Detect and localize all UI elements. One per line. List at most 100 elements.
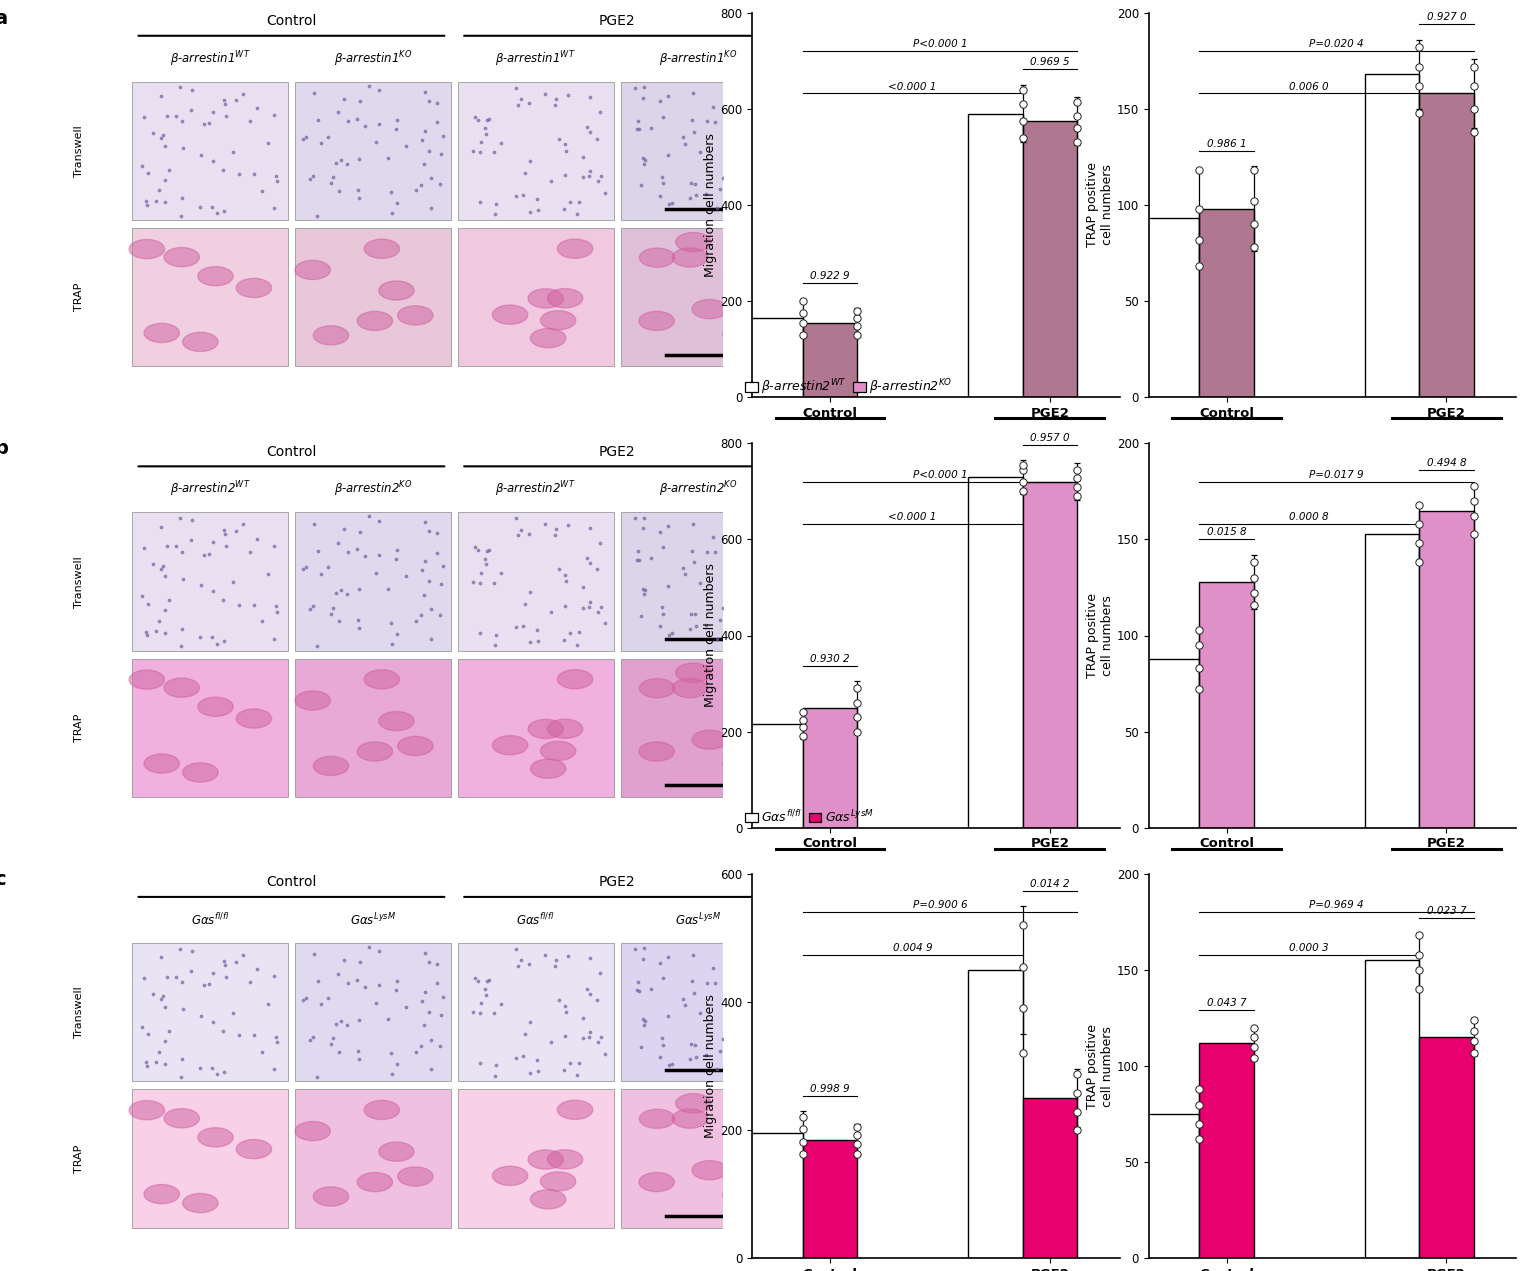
Point (558, 1054, 582, 1074)
Point (558, 623, 582, 643)
FancyBboxPatch shape (296, 228, 451, 366)
Circle shape (357, 1172, 393, 1192)
Point (136, 625, 160, 646)
Point (578, 122, 602, 142)
Point (344, 539, 369, 559)
Point (163, 967, 187, 988)
Circle shape (541, 1172, 576, 1191)
Point (1010, 127, 1035, 147)
Point (168, 1066, 192, 1087)
Point (733, 989, 757, 1009)
Point (328, 1041, 352, 1061)
Point (683, 122, 707, 142)
Point (524, 189, 549, 210)
Point (1407, 925, 1431, 946)
Point (475, 111, 500, 131)
Point (1065, 92, 1090, 112)
Point (474, 554, 498, 574)
Point (483, 1065, 507, 1085)
Point (756, 1026, 780, 1046)
Point (264, 596, 288, 616)
Bar (748, 1134, 803, 1258)
Point (651, 173, 675, 193)
Circle shape (541, 310, 576, 330)
Point (1462, 1031, 1486, 1051)
Point (384, 624, 408, 644)
Point (655, 1007, 680, 1027)
Point (629, 1036, 654, 1056)
FancyBboxPatch shape (457, 512, 614, 651)
Point (1242, 1049, 1266, 1069)
Point (678, 188, 703, 208)
Text: <0.000 1: <0.000 1 (888, 512, 937, 522)
Point (326, 963, 351, 984)
Point (427, 605, 451, 625)
Point (315, 557, 340, 577)
Point (514, 594, 538, 614)
Point (482, 1003, 506, 1023)
Bar (803, 323, 856, 397)
FancyBboxPatch shape (620, 943, 776, 1082)
Point (483, 194, 507, 215)
Point (1065, 477, 1090, 497)
Point (149, 516, 174, 536)
Point (651, 604, 675, 624)
Point (578, 161, 602, 182)
Point (747, 1063, 771, 1083)
Point (325, 153, 349, 173)
Point (553, 571, 578, 591)
Point (425, 974, 450, 994)
Point (168, 206, 192, 226)
Point (212, 1061, 236, 1082)
Point (145, 1052, 169, 1073)
Bar (1199, 208, 1254, 397)
Point (553, 564, 578, 585)
Point (736, 112, 760, 132)
Point (532, 84, 556, 104)
Point (1187, 1079, 1212, 1099)
Point (718, 117, 742, 137)
Circle shape (692, 730, 727, 750)
Point (419, 1030, 443, 1050)
Point (756, 613, 780, 633)
Point (1187, 1129, 1212, 1149)
Bar (1145, 658, 1199, 827)
Point (413, 552, 437, 572)
Bar (803, 1140, 856, 1258)
Point (418, 90, 442, 111)
Point (241, 164, 265, 184)
Point (189, 145, 213, 165)
Point (489, 132, 514, 153)
Circle shape (379, 1143, 415, 1162)
Point (576, 1027, 600, 1047)
Point (1462, 1042, 1486, 1063)
Point (367, 80, 392, 100)
Point (227, 1024, 251, 1045)
Point (733, 127, 757, 147)
Point (469, 563, 494, 583)
Point (844, 1117, 869, 1138)
Point (171, 999, 195, 1019)
Point (411, 585, 436, 605)
Point (680, 513, 704, 534)
Point (518, 1063, 543, 1083)
Point (506, 525, 530, 545)
Point (844, 300, 869, 320)
Point (1065, 1083, 1090, 1103)
Point (213, 966, 238, 986)
Point (384, 1054, 408, 1074)
Point (192, 975, 216, 995)
Point (230, 944, 255, 965)
Point (631, 1009, 655, 1030)
Text: 0.006 0: 0.006 0 (1289, 81, 1329, 92)
Point (130, 586, 154, 606)
Point (544, 89, 568, 109)
Y-axis label: TRAP positive
cell numbers: TRAP positive cell numbers (1087, 594, 1114, 677)
Point (326, 533, 351, 553)
Point (651, 538, 675, 558)
Point (552, 198, 576, 219)
Point (539, 170, 564, 191)
Point (152, 566, 177, 586)
Point (567, 1052, 591, 1073)
Point (332, 949, 357, 970)
